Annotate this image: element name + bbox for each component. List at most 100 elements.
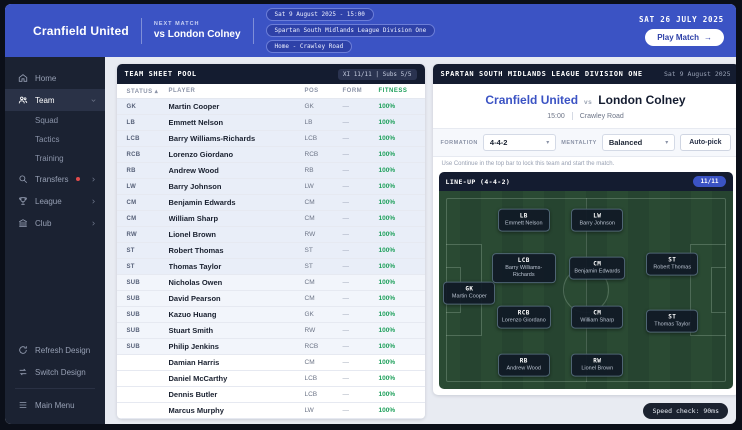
player-name: Barry Williams-Richards [505,265,543,279]
sidebar-item-home[interactable]: Home [5,67,105,89]
column-fitness[interactable]: FITNESS [378,88,408,94]
lock-team-hint: Use Continue in the top bar to lock this… [441,161,615,167]
mentality-value: Balanced [608,138,643,147]
sidebar-item-refresh-design[interactable]: Refresh Design [5,339,105,361]
sidebar-item-transfers[interactable]: Transfers [5,168,105,190]
position-cell: RB [304,167,314,174]
league-title: SPARTAN SOUTH MIDLANDS LEAGUE DIVISION O… [440,70,643,78]
play-match-button[interactable]: Play Match → [645,29,724,46]
table-row[interactable]: Daniel McCarthy LCB — 100% [116,371,425,387]
meta-divider [571,112,573,120]
chevron-down-icon: ▾ [665,140,669,146]
sidebar-item-league[interactable]: League [5,190,105,212]
status-cell: GK [126,103,137,110]
sidebar-item-club[interactable]: Club [5,212,105,234]
table-row[interactable]: GK Martin Cooper GK — 100% [116,99,425,115]
form-cell: — [342,359,350,366]
lineup-player-card[interactable]: RCB Lorenzo Giordano [496,305,551,329]
sidebar-item-label: Switch Design [35,367,86,377]
table-row[interactable]: Marcus Murphy LW — 100% [116,403,425,419]
lineup-player-card[interactable]: ST Robert Thomas [646,252,699,276]
table-row[interactable]: RCB Lorenzo Giordano RCB — 100% [116,147,425,163]
sidebar-item-main-menu[interactable]: Main Menu [5,394,105,416]
lineup-player-card[interactable]: CM William Sharp [571,305,624,329]
match-info: Cranfield United vs London Colney 15:00 … [433,84,737,128]
sidebar-item-switch-design[interactable]: Switch Design [5,361,105,383]
main-content: TEAM SHEET POOL XI 11/11 | Subs 5/5 STAT… [105,57,737,424]
sidebar: Home Team Squad Tactics Training Transfers Lea… [5,57,105,424]
team-sheet-header: TEAM SHEET POOL XI 11/11 | Subs 5/5 [116,64,425,84]
lineup-player-card[interactable]: LB Emmett Nelson [497,208,550,232]
table-row[interactable]: Dennis Butler LCB — 100% [116,387,425,403]
player-name-cell: Thomas Taylor [168,262,222,271]
sidebar-item-label: Club [35,218,52,228]
table-row[interactable]: SUB Philip Jenkins RCB — 100% [116,339,425,355]
lineup-player-card[interactable]: ST Thomas Taylor [646,309,699,333]
column-player[interactable]: PLAYER [168,88,196,94]
sidebar-item-label: Refresh Design [35,345,91,355]
lineup-player-card[interactable]: RB Andrew Wood [497,353,550,377]
sidebar-subitem-training[interactable]: Training [35,154,64,163]
football-pitch: GK Martin Cooper LB Emmett Nelson LW Barry Jo… [438,191,733,389]
table-row[interactable]: SUB Stuart Smith RW — 100% [116,323,425,339]
lineup-player-card[interactable]: GK Martin Cooper [443,281,496,305]
player-name-cell: Marcus Murphy [168,406,224,415]
player-name: Lionel Brown [581,365,614,372]
sidebar-item-team[interactable]: Team [5,89,105,111]
column-status[interactable]: STATUS ▴ [126,88,159,95]
lineup-player-card[interactable]: LW Barry Johnson [571,208,624,232]
fitness-cell: 100% [378,103,396,110]
table-row[interactable]: ST Thomas Taylor ST — 100% [116,259,425,275]
match-info-pills: Sat 9 August 2025 - 15:00 Spartan South M… [265,8,436,53]
table-row[interactable]: CM William Sharp CM — 100% [116,211,425,227]
player-name-cell: Andrew Wood [168,166,219,175]
table-row[interactable]: SUB David Pearson CM — 100% [116,291,425,307]
sidebar-item-label: Team [35,95,55,105]
lineup-player-card[interactable]: LCB Barry Williams-Richards [491,253,556,284]
table-row[interactable]: Damian Harris CM — 100% [116,355,425,371]
chevron-down-icon [90,97,97,104]
sidebar-divider [15,388,95,389]
sidebar-item-label: Transfers [35,174,69,184]
table-row[interactable]: LW Barry Johnson LW — 100% [116,179,425,195]
table-row[interactable]: LCB Barry Williams-Richards LCB — 100% [116,131,425,147]
table-row[interactable]: SUB Nicholas Owen CM — 100% [116,275,425,291]
fitness-cell: 100% [378,151,396,158]
current-date: SAT 26 JULY 2025 [638,15,724,24]
sidebar-subitem-tactics[interactable]: Tactics [35,135,60,144]
form-cell: — [342,103,350,110]
column-form[interactable]: FORM [342,88,363,94]
fitness-cell: 100% [378,279,396,286]
lineup-player-card[interactable]: RW Lionel Brown [571,353,624,377]
mentality-select[interactable]: Balanced ▾ [601,134,676,151]
fitness-cell: 100% [378,183,396,190]
player-name: Robert Thomas [653,264,692,271]
position-cell: RW [304,327,316,334]
team-sheet-pool-panel: TEAM SHEET POOL XI 11/11 | Subs 5/5 STAT… [116,64,425,419]
table-row[interactable]: ST Robert Thomas ST — 100% [116,243,425,259]
player-position: LW [593,212,602,220]
column-pos[interactable]: POS [304,88,319,94]
sidebar-subitem-squad[interactable]: Squad [35,116,59,125]
table-row[interactable]: RW Lionel Brown RW — 100% [116,227,425,243]
position-cell: LW [304,183,314,190]
position-cell: RW [304,231,316,238]
chevron-right-icon [90,176,97,183]
formation-select[interactable]: 4-4-2 ▾ [482,134,557,151]
status-cell: CM [126,215,137,222]
position-cell: CM [304,279,315,286]
status-cell: RB [126,167,136,174]
auto-pick-button[interactable]: Auto-pick [680,134,731,151]
status-cell: SUB [126,295,141,302]
lineup-section: LINE-UP (4-4-2) 11/11 GK Martin Cooper LB E… [438,172,733,389]
table-row[interactable]: RB Andrew Wood RB — 100% [116,163,425,179]
form-cell: — [342,231,350,238]
table-row[interactable]: SUB Kazuo Huang GK — 100% [116,307,425,323]
table-row[interactable]: CM Benjamin Edwards CM — 100% [116,195,425,211]
player-name-cell: Martin Cooper [168,102,220,111]
lineup-player-card[interactable]: CM Benjamin Edwards [569,256,626,280]
table-row[interactable]: LB Emmett Nelson LB — 100% [116,115,425,131]
player-name-cell: Barry Johnson [168,182,222,191]
player-name-cell: Damian Harris [168,358,220,367]
form-cell: — [342,119,350,126]
